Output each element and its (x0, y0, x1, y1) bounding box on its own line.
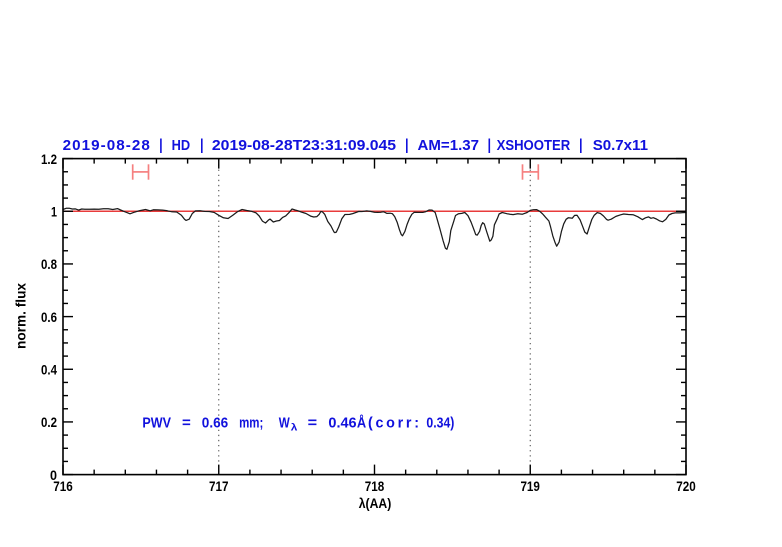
svg-text:0.46: 0.46 (328, 416, 356, 432)
svg-text:(corr:: (corr: (368, 416, 419, 432)
svg-text:S0.7x11: S0.7x11 (593, 137, 649, 154)
svg-text:0.4: 0.4 (41, 363, 57, 378)
svg-text:1.2: 1.2 (41, 152, 57, 167)
svg-text:W: W (279, 416, 290, 432)
svg-text:λ(AA): λ(AA) (359, 496, 392, 511)
svg-text:0: 0 (50, 468, 57, 483)
svg-text:Å: Å (357, 415, 366, 432)
svg-text:HD: HD (172, 137, 191, 154)
svg-text:1: 1 (51, 205, 57, 220)
svg-text:AM=1.37: AM=1.37 (418, 137, 480, 154)
svg-text:718: 718 (365, 479, 385, 494)
svg-text:0.2: 0.2 (41, 415, 57, 430)
svg-text:719: 719 (520, 479, 540, 494)
svg-text:720: 720 (676, 479, 696, 494)
svg-text:PWV: PWV (142, 416, 171, 432)
svg-text:XSHOOTER: XSHOOTER (497, 137, 571, 154)
svg-text:λ: λ (291, 422, 298, 434)
svg-text:716: 716 (53, 479, 73, 494)
svg-text:0.66: 0.66 (202, 416, 228, 432)
svg-text:mm;: mm; (239, 416, 263, 432)
svg-text:2019-08-28: 2019-08-28 (63, 137, 150, 154)
svg-text:0.6: 0.6 (41, 310, 57, 325)
svg-text:=: = (308, 416, 318, 432)
svg-text:717: 717 (209, 479, 229, 494)
svg-text:norm. flux: norm. flux (13, 283, 29, 349)
svg-text:0.8: 0.8 (41, 257, 57, 272)
svg-text:=: = (182, 416, 191, 432)
svg-text:2019-08-28T23:31:09.045: 2019-08-28T23:31:09.045 (212, 137, 397, 154)
svg-text:0.34): 0.34) (426, 416, 454, 432)
